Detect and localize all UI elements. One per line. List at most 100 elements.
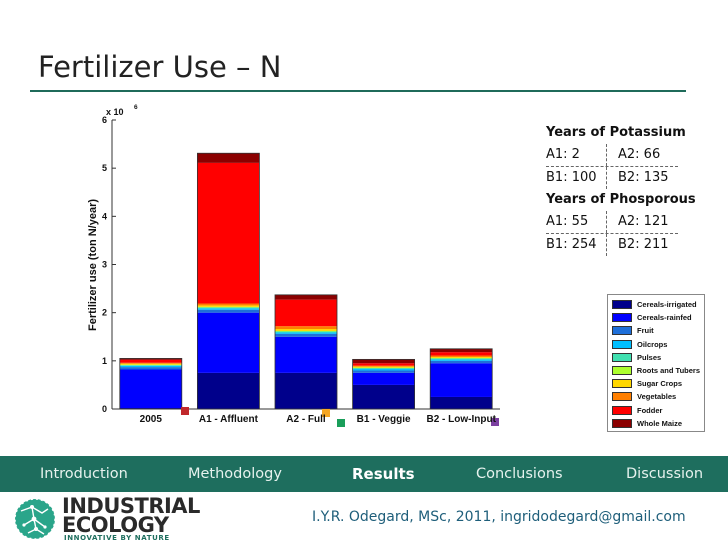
bar-segment <box>197 153 260 163</box>
bar-segment <box>430 363 493 397</box>
legend-label: Roots and Tubers <box>636 366 700 376</box>
bar-segment <box>197 309 260 313</box>
bar-segment <box>352 359 415 364</box>
bar-segment <box>430 356 493 358</box>
legend-swatch <box>612 339 632 349</box>
phosphorous-b1: B1: 254 <box>546 234 607 256</box>
potassium-a1: A1: 2 <box>546 144 607 166</box>
bar-segment <box>197 303 260 306</box>
legend-item: Cereals-rainfed <box>612 311 700 324</box>
industrial-ecology-logo: INDUSTRIAL ECOLOGY INNOVATIVE BY NATURE <box>12 494 200 542</box>
bar-segment <box>430 396 493 409</box>
bar-segment <box>352 365 415 367</box>
bar-segment <box>430 352 493 356</box>
legend-item: Vegetables <box>612 390 700 403</box>
chart-legend: Cereals-irrigated Cereals-rainfed Fruit Oil… <box>607 294 705 432</box>
scenario-marker <box>337 419 345 427</box>
y-tick-label: 2 <box>102 308 107 318</box>
legend-swatch <box>612 379 632 389</box>
potassium-b2: B2: 135 <box>618 170 669 185</box>
x-tick-label: A1 - Affluent <box>199 414 259 425</box>
x-tick-label: 2005 <box>140 414 163 425</box>
bar-segment <box>275 332 337 334</box>
potassium-b1: B1: 100 <box>546 167 607 189</box>
phosphorous-title: Years of Phosporous <box>546 192 696 207</box>
nav-methodology[interactable]: Methodology <box>188 466 282 482</box>
bar-outline <box>352 358 416 410</box>
bar-segment <box>275 331 337 333</box>
bar-segment <box>119 359 182 363</box>
bar-outline <box>119 358 183 410</box>
legend-swatch <box>612 418 632 428</box>
bar-segment <box>352 372 415 385</box>
y-multiplier-exponent: 6 <box>134 104 138 111</box>
nav-conclusions[interactable]: Conclusions <box>476 466 563 482</box>
bar-segment <box>430 360 493 364</box>
bar-segment <box>352 366 415 368</box>
section-nav: Introduction Methodology Results Conclus… <box>0 456 728 492</box>
legend-swatch <box>612 300 632 310</box>
legend-label: Fruit <box>637 326 654 336</box>
bar-segment <box>197 372 260 409</box>
bar-segment <box>352 368 415 370</box>
potassium-row: B1: 100 B2: 135 <box>546 167 696 189</box>
nav-introduction[interactable]: Introduction <box>40 466 128 482</box>
bar-segment <box>119 369 182 409</box>
bar-segment <box>352 369 415 371</box>
bar-outline <box>196 152 260 410</box>
legend-item: Sugar Crops <box>612 377 700 390</box>
bar-segment <box>352 363 415 366</box>
footer <box>0 492 728 546</box>
phosphorous-b2: B2: 211 <box>618 237 669 252</box>
bar-segment <box>275 333 337 337</box>
y-axis-label: Fertilizer use (ton N/year) <box>87 199 99 331</box>
legend-label: Pulses <box>637 352 662 362</box>
bar-segment <box>197 162 260 304</box>
y-tick-label: 0 <box>102 404 107 414</box>
legend-swatch <box>612 352 632 362</box>
legend-item: Oilcrops <box>612 338 700 351</box>
phosphorous-a1: A1: 55 <box>546 211 607 233</box>
legend-item: Fodder <box>612 404 700 417</box>
legend-item: Whole Maize <box>612 417 700 430</box>
bar-segment <box>119 365 182 368</box>
x-tick-label: B1 - Veggie <box>357 414 411 425</box>
bar-segment <box>430 355 493 357</box>
bar-segment <box>275 294 337 300</box>
nav-discussion[interactable]: Discussion <box>626 466 704 482</box>
bar-segment <box>352 370 415 373</box>
legend-swatch <box>612 405 632 415</box>
legend-item: Pulses <box>612 351 700 364</box>
phosphorous-row: B1: 254 B2: 211 <box>546 234 696 256</box>
slide-title: Fertilizer Use – N <box>38 50 282 84</box>
legend-label: Cereals-rainfed <box>637 313 692 323</box>
bar-segment <box>430 359 493 361</box>
legend-label: Whole Maize <box>637 418 683 428</box>
bar-segment <box>275 299 337 327</box>
bar-segment <box>197 305 260 307</box>
y-tick-label: 6 <box>102 115 107 125</box>
logo-line2: ECOLOGY <box>62 513 169 537</box>
bar-segment <box>197 308 260 310</box>
legend-swatch <box>612 313 632 323</box>
potassium-row: A1: 2 A2: 66 <box>546 144 678 167</box>
potassium-a2: A2: 66 <box>618 147 661 162</box>
legend-label: Fodder <box>637 405 663 415</box>
nav-results[interactable]: Results <box>352 465 415 483</box>
bar-segment <box>275 326 337 330</box>
bar-segment <box>430 358 493 360</box>
bar-outline <box>274 294 338 410</box>
logo-line1: INDUSTRIAL <box>62 494 200 518</box>
legend-label: Cereals-irrigated <box>637 300 697 310</box>
bar-segment <box>197 312 260 373</box>
bar-segment <box>275 329 337 331</box>
legend-item: Roots and Tubers <box>612 364 700 377</box>
legend-swatch <box>612 326 632 336</box>
y-tick-label: 1 <box>102 356 107 366</box>
legend-label: Oilcrops <box>637 339 668 349</box>
y-tick-label: 4 <box>102 211 107 221</box>
y-tick-label: 3 <box>102 260 107 270</box>
title-divider <box>30 90 686 92</box>
